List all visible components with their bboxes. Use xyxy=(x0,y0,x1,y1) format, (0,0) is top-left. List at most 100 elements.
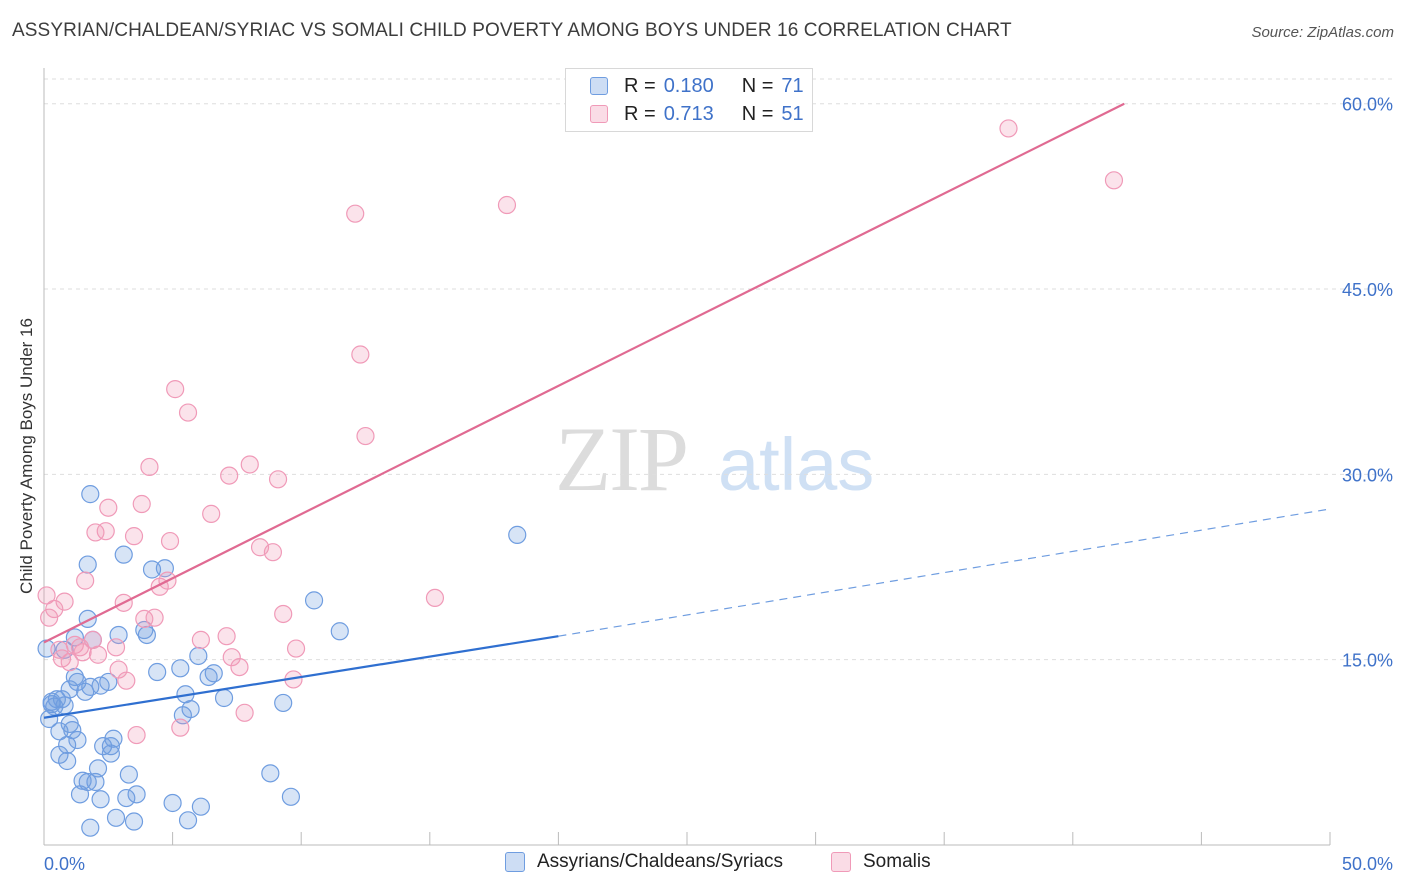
point-assyrians xyxy=(117,788,136,808)
r-value: 0.713 xyxy=(663,102,714,125)
point-assyrians xyxy=(148,662,167,682)
tick-labels: 15.0% 30.0% 45.0% 60.0% 0.0% 50.0% xyxy=(44,95,1393,874)
point-assyrians xyxy=(137,625,156,645)
point-assyrians xyxy=(124,812,144,831)
legend-label: Somalis xyxy=(863,851,931,872)
point-somalis xyxy=(220,466,239,485)
point-assyrians xyxy=(204,664,223,683)
point-somalis xyxy=(1104,171,1124,190)
y-tick-label: 15.0% xyxy=(1342,651,1393,671)
legend-item-somalis[interactable]: Somalis xyxy=(831,851,931,873)
point-somalis xyxy=(230,657,249,677)
point-somalis xyxy=(88,645,108,664)
legend-swatch-pink xyxy=(831,852,851,872)
r-label: R = xyxy=(624,74,656,97)
x-tick-label-min: 0.0% xyxy=(44,854,85,874)
point-somalis xyxy=(140,457,159,477)
n-value: 71 xyxy=(781,74,804,97)
point-assyrians xyxy=(304,591,324,610)
point-assyrians xyxy=(78,609,97,629)
chart-title: ASSYRIAN/CHALDEAN/SYRIAC VS SOMALI CHILD… xyxy=(12,20,1012,41)
point-somalis xyxy=(178,403,198,422)
r-value: 0.180 xyxy=(663,74,714,97)
watermark-zip: ZIP xyxy=(555,408,687,510)
trend-line-assyrians xyxy=(43,635,559,719)
point-assyrians xyxy=(191,797,210,816)
y-tick-label: 60.0% xyxy=(1342,95,1393,115)
point-somalis xyxy=(40,608,59,627)
point-assyrians xyxy=(101,744,120,763)
point-assyrians xyxy=(88,759,108,778)
point-assyrians xyxy=(189,646,208,666)
point-somalis xyxy=(274,604,293,624)
point-assyrians xyxy=(104,729,123,748)
r-label: R = xyxy=(624,102,656,125)
watermark: ZIP atlas xyxy=(555,408,874,510)
point-assyrians xyxy=(127,785,146,804)
point-somalis xyxy=(160,531,180,551)
point-assyrians xyxy=(214,688,234,708)
point-somalis xyxy=(202,504,221,523)
point-somalis xyxy=(127,725,146,745)
series-legend: Assyrians/Chaldeans/Syriacs Somalis xyxy=(0,851,1406,877)
point-somalis xyxy=(171,718,190,737)
point-assyrians xyxy=(58,751,77,771)
source-label: Source: ZipAtlas.com xyxy=(1251,24,1394,41)
point-assyrians xyxy=(81,485,100,504)
point-assyrians xyxy=(81,818,100,837)
point-assyrians xyxy=(508,525,527,544)
point-assyrians xyxy=(99,672,118,692)
point-somalis xyxy=(425,588,445,608)
trend-lines xyxy=(43,102,1331,719)
point-assyrians xyxy=(114,545,133,564)
point-assyrians xyxy=(142,560,162,579)
point-assyrians xyxy=(65,628,84,647)
point-assyrians xyxy=(78,555,97,574)
data-points xyxy=(37,119,1124,837)
point-somalis xyxy=(497,195,517,215)
point-assyrians xyxy=(68,730,87,750)
point-somalis xyxy=(124,527,144,546)
point-somalis xyxy=(99,498,118,517)
point-somalis xyxy=(217,627,236,646)
watermark-atlas: atlas xyxy=(718,423,874,506)
axes xyxy=(43,68,1331,846)
point-assyrians xyxy=(86,772,105,792)
point-somalis xyxy=(117,671,136,690)
legend-row-somalis: R = 0.713 N = 51 xyxy=(590,101,804,127)
point-assyrians xyxy=(55,696,74,715)
n-label: N = xyxy=(741,102,774,125)
point-somalis xyxy=(263,543,283,562)
point-assyrians xyxy=(181,699,200,719)
point-somalis xyxy=(268,470,288,489)
y-tick-label: 30.0% xyxy=(1342,465,1393,485)
point-somalis xyxy=(132,494,151,514)
point-assyrians xyxy=(106,808,126,827)
legend-swatch-blue xyxy=(505,852,525,872)
point-assyrians xyxy=(330,622,349,641)
point-assyrians xyxy=(261,764,280,783)
point-somalis xyxy=(145,608,164,627)
point-somalis xyxy=(235,703,254,722)
trend-line-somalis xyxy=(43,102,1125,644)
point-assyrians xyxy=(50,722,69,741)
point-somalis xyxy=(351,345,370,364)
point-assyrians xyxy=(274,693,293,713)
point-assyrians xyxy=(171,659,190,678)
point-somalis xyxy=(222,648,241,667)
point-assyrians xyxy=(178,811,198,830)
point-assyrians xyxy=(101,737,120,756)
point-somalis xyxy=(191,630,210,650)
x-tick-label-max: 50.0% xyxy=(1342,854,1393,874)
point-somalis xyxy=(96,522,115,541)
legend-item-assyrians[interactable]: Assyrians/Chaldeans/Syriacs xyxy=(505,851,783,873)
point-assyrians xyxy=(63,720,82,740)
point-somalis xyxy=(73,643,92,662)
point-assyrians xyxy=(281,787,301,806)
point-assyrians xyxy=(94,737,113,756)
point-somalis xyxy=(286,639,306,658)
trend-line-assyrians-extrapolated xyxy=(558,508,1331,637)
point-somalis xyxy=(999,119,1018,138)
point-somalis xyxy=(37,586,56,605)
